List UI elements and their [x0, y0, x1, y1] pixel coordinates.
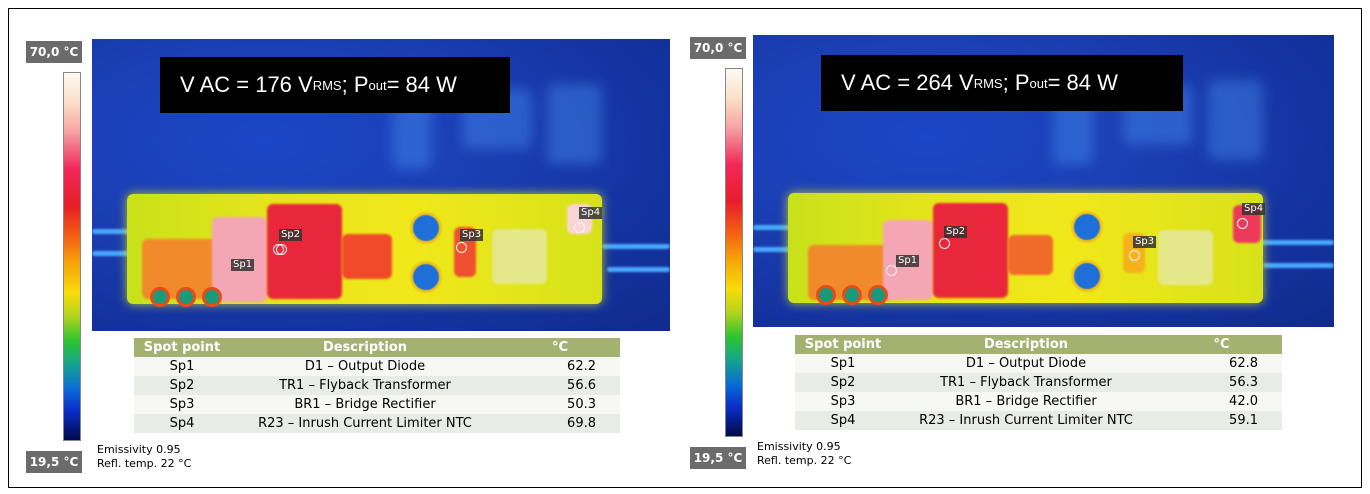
temperature-colorbar — [725, 68, 743, 437]
thermal-panel-176v: 70,0 °C 19,5 °C Sp1 Sp2 Sp3 Sp4 V AC = 1… — [15, 24, 670, 474]
spot-label-sp4: Sp4 — [579, 207, 603, 219]
spot-table: Spot point Description °C Sp1 D1 – Outpu… — [134, 338, 620, 433]
table-row: Sp1 D1 – Output Diode 62.8 — [795, 354, 1282, 373]
spot-label-sp1: Sp1 — [896, 255, 920, 267]
spot-label-sp1: Sp1 — [231, 259, 255, 271]
col-header-temp: °C — [1161, 335, 1282, 354]
spot-label-sp2: Sp2 — [944, 226, 968, 238]
table-row: Sp3 BR1 – Bridge Rectifier 50.3 — [134, 395, 620, 414]
camera-metadata: Emissivity 0.95 Refl. temp. 22 °C — [97, 443, 191, 471]
spot-label-sp3: Sp3 — [460, 229, 484, 241]
scale-min-label: 19,5 °C — [26, 451, 82, 473]
refl-temp-text: Refl. temp. 22 °C — [97, 457, 192, 470]
thermal-panel-264v: 70,0 °C 19,5 °C Sp1 Sp2 Sp3 Sp4 V AC = 2… — [683, 24, 1338, 474]
table-row: Sp4 R23 – Inrush Current Limiter NTC 69.… — [134, 414, 620, 433]
spot-label-sp4: Sp4 — [1242, 203, 1266, 215]
table-row: Sp2 TR1 – Flyback Transformer 56.6 — [134, 376, 620, 395]
table-row: Sp1 D1 – Output Diode 62.2 — [134, 357, 620, 376]
emissivity-text: Emissivity 0.95 — [757, 440, 841, 453]
temperature-colorbar — [63, 72, 81, 441]
table-row: Sp2 TR1 – Flyback Transformer 56.3 — [795, 373, 1282, 392]
table-row: Sp4 R23 – Inrush Current Limiter NTC 59.… — [795, 411, 1282, 430]
table-row: Sp3 BR1 – Bridge Rectifier 42.0 — [795, 392, 1282, 411]
scale-max-label: 70,0 °C — [26, 41, 82, 63]
col-header-description: Description — [230, 338, 500, 357]
emissivity-text: Emissivity 0.95 — [97, 443, 181, 456]
camera-metadata: Emissivity 0.95 Refl. temp. 22 °C — [757, 440, 851, 468]
spot-label-sp2: Sp2 — [279, 229, 303, 241]
col-header-spot-point: Spot point — [134, 338, 230, 357]
scale-max-label: 70,0 °C — [690, 37, 746, 59]
col-header-spot-point: Spot point — [795, 335, 891, 354]
spot-table: Spot point Description °C Sp1 D1 – Outpu… — [795, 335, 1282, 430]
scale-min-label: 19,5 °C — [690, 447, 746, 469]
col-header-description: Description — [891, 335, 1161, 354]
refl-temp-text: Refl. temp. 22 °C — [757, 454, 852, 467]
col-header-temp: °C — [500, 338, 620, 357]
spot-label-sp3: Sp3 — [1133, 236, 1157, 248]
